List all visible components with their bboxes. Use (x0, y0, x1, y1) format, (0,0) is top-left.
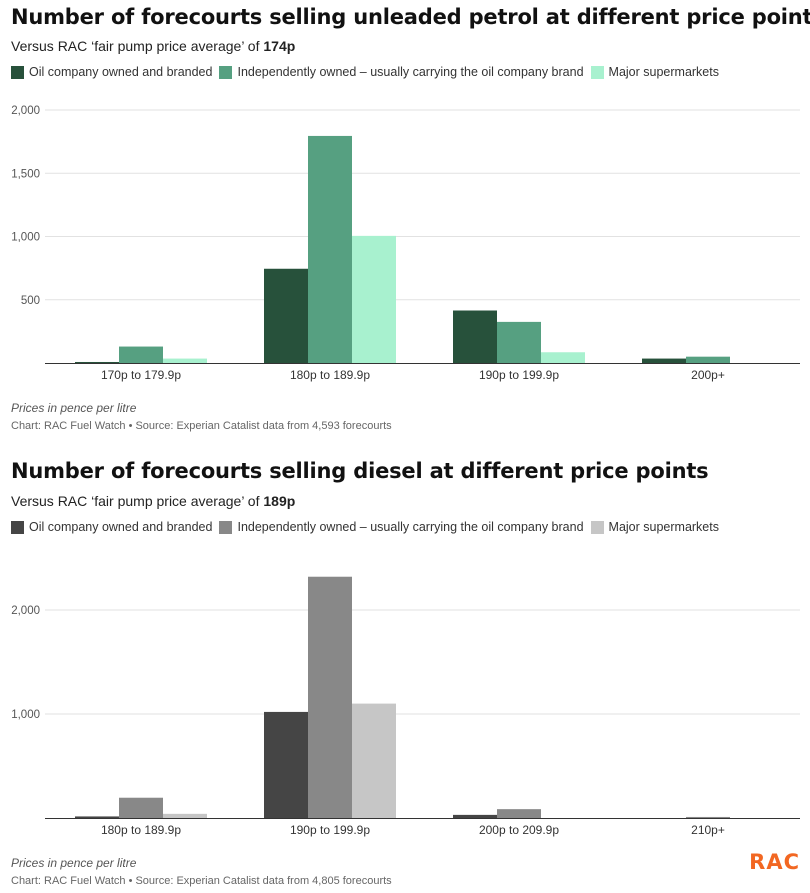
chart-subtitle: Versus RAC ‘fair pump price average’ of … (11, 493, 295, 509)
bar (264, 711, 308, 818)
rac-logo: RAC (749, 850, 800, 874)
bar (119, 797, 163, 818)
x-tick-label: 200p+ (691, 368, 725, 382)
x-tick-label: 210p+ (691, 823, 725, 837)
chart-note: Prices in pence per litre (11, 401, 137, 415)
chart-legend: Oil company owned and branded Independent… (11, 65, 726, 79)
legend-swatch (219, 65, 233, 79)
chart-legend: Oil company owned and branded Independent… (11, 520, 726, 534)
unleaded-bar-chart: 500 1,000 1,500 2,000 170p to 179.9p 180p to … (11, 105, 800, 382)
legend-swatch (219, 520, 233, 534)
bar (497, 321, 541, 363)
chart-subtitle: Versus RAC ‘fair pump price average’ of … (11, 38, 295, 54)
x-tick-label: 190p to 199.9p (479, 368, 559, 382)
y-tick-label: 2,000 (11, 105, 40, 117)
bar (308, 135, 352, 363)
y-tick-label: 1,000 (11, 709, 40, 721)
y-tick-label: 1,000 (11, 232, 40, 244)
legend-item: Oil company owned and branded (11, 520, 212, 534)
chart-title: Number of forecourts selling unleaded pe… (11, 5, 810, 29)
bar (686, 356, 730, 363)
bar (686, 816, 730, 818)
subtitle-text: Versus RAC ‘fair pump price average’ of (11, 493, 264, 509)
bar (352, 235, 396, 363)
bar (264, 268, 308, 363)
bar (75, 361, 119, 363)
bar (163, 813, 207, 818)
bar (352, 703, 396, 818)
legend-item: Oil company owned and branded (11, 65, 212, 79)
y-tick-label: 1,500 (11, 168, 40, 180)
subtitle-text: Versus RAC ‘fair pump price average’ of (11, 38, 264, 54)
x-tick-label: 200p to 209.9p (479, 823, 559, 837)
legend-label: Oil company owned and branded (29, 65, 213, 79)
subtitle-value: 174p (263, 38, 296, 54)
bar (541, 352, 585, 363)
diesel-bar-chart: 1,000 2,000 180p to 189.9p 190p to 199.9p 20… (11, 576, 800, 837)
legend-label: Oil company owned and branded (29, 520, 213, 534)
legend-swatch (590, 520, 604, 534)
bar (453, 310, 497, 363)
legend-item: Major supermarkets (590, 65, 719, 79)
bar (642, 358, 686, 363)
subtitle-value: 189p (263, 493, 296, 509)
x-tick-label: 170p to 179.9p (101, 368, 181, 382)
chart-title: Number of forecourts selling diesel at d… (11, 459, 709, 483)
bar (119, 346, 163, 363)
x-tick-label: 190p to 199.9p (290, 823, 370, 837)
legend-item: Independently owned – usually carrying t… (219, 520, 584, 534)
bar (453, 814, 497, 818)
y-tick-label: 2,000 (11, 605, 40, 617)
chart-source: Chart: RAC Fuel Watch • Source: Experian… (11, 875, 392, 887)
bar (497, 809, 541, 818)
legend-swatch (11, 520, 24, 534)
legend-item: Independently owned – usually carrying t… (219, 65, 584, 79)
legend-swatch (11, 65, 24, 79)
bar (308, 576, 352, 818)
legend-label: Major supermarkets (608, 520, 719, 534)
bar (75, 816, 119, 818)
legend-swatch (590, 65, 604, 79)
x-tick-label: 180p to 189.9p (290, 368, 370, 382)
legend-label: Major supermarkets (608, 65, 719, 79)
chart-source: Chart: RAC Fuel Watch • Source: Experian… (11, 420, 392, 432)
legend-label: Independently owned – usually carrying t… (237, 520, 584, 534)
legend-item: Major supermarkets (590, 520, 719, 534)
x-tick-label: 180p to 189.9p (101, 823, 181, 837)
bar (163, 358, 207, 363)
legend-label: Independently owned – usually carrying t… (237, 65, 584, 79)
y-tick-label: 500 (21, 295, 40, 307)
chart-note: Prices in pence per litre (11, 856, 137, 870)
